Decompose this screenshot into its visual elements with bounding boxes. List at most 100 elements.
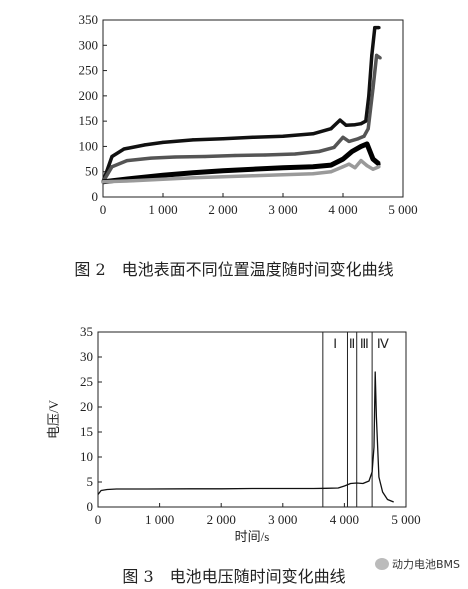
watermark: 动力电池BMS (374, 556, 460, 572)
data-point (338, 118, 342, 122)
figure-2-panel: 0 1 000 2 000 3 000 4 000 5 000 0 50 100 150 200 25… (79, 12, 418, 217)
data-point (375, 53, 379, 58)
x-tick-label: 0 (100, 202, 107, 217)
figure-3-panel: 0 1 000 2 000 3 000 4 000 5 000 0 5 10 15 20 25 30 35… (0, 310, 468, 589)
data-point (293, 152, 297, 156)
data-point (110, 165, 114, 169)
plot-frame (102, 19, 404, 198)
data-point (281, 134, 285, 138)
y-tick-label: 100 (79, 138, 99, 153)
data-point (367, 94, 371, 98)
region-label: Ⅰ (333, 336, 337, 351)
x-tick-label: 5 000 (388, 202, 417, 217)
data-point (359, 122, 363, 126)
y-tick-label: 150 (79, 113, 99, 128)
data-point (233, 153, 237, 158)
data-point (281, 173, 285, 177)
x-tick-label: 2 000 (208, 202, 237, 217)
figure-2-caption: 图 2 电池表面不同位置温度随时间变化曲线 (74, 260, 394, 279)
figure-3-caption: 图 3 电池电压随时间变化曲线 (122, 567, 346, 586)
data-point (341, 135, 345, 139)
data-point (377, 165, 381, 169)
y-tick-label: 10 (80, 449, 93, 464)
region-label: Ⅳ (377, 336, 389, 351)
x-tick-label: 5 000 (391, 512, 420, 527)
data-point (329, 163, 333, 167)
y-tick-label: 0 (92, 189, 99, 204)
data-point (317, 149, 321, 154)
x-tick-label: 1 000 (145, 512, 174, 527)
x-tick-label: 3 000 (268, 512, 297, 527)
data-point (366, 127, 370, 131)
data-point (191, 138, 195, 142)
data-point (344, 123, 348, 127)
y-tick-label: 0 (87, 499, 94, 514)
y-tick-label: 35 (80, 324, 93, 339)
data-point (131, 179, 135, 183)
y-tick-label: 15 (80, 424, 93, 439)
data-point (347, 139, 351, 143)
data-point (371, 157, 375, 161)
data-point (263, 153, 267, 157)
temperature-chart: 0 1 000 2 000 3 000 4 000 5 000 0 50 100 150 200 25… (79, 12, 418, 217)
y-tick-label: 50 (85, 164, 98, 179)
data-point (365, 164, 369, 168)
data-point (221, 169, 225, 173)
x-tick-label: 0 (95, 512, 102, 527)
data-point (311, 172, 315, 176)
y-tick-label: 25 (80, 374, 93, 389)
data-point (347, 162, 351, 166)
y-tick-label: 30 (80, 349, 93, 364)
y-tick-label: 20 (80, 399, 93, 414)
data-point (101, 180, 105, 184)
data-point (281, 166, 285, 170)
data-point (364, 119, 368, 123)
y-axis-title: 电压/V (46, 399, 61, 439)
data-point (251, 174, 255, 178)
data-point (311, 165, 315, 169)
data-point (143, 143, 147, 147)
y-tick-label: 250 (79, 63, 99, 78)
data-point (371, 86, 375, 90)
x-tick-label: 4 000 (328, 202, 357, 217)
data-point (371, 167, 375, 171)
data-point (203, 154, 207, 159)
y-tick-label: 5 (87, 474, 94, 489)
x-tick-label: 4 000 (330, 512, 359, 527)
data-point (341, 165, 345, 169)
data-point (329, 170, 333, 174)
series-line-4 (102, 158, 380, 184)
data-point (356, 137, 360, 141)
data-point (341, 157, 345, 161)
data-point (122, 147, 126, 151)
data-point (191, 171, 195, 175)
data-point (251, 135, 255, 139)
watermark-text: 动力电池BMS (391, 558, 460, 571)
data-point (359, 158, 363, 163)
plot-frame (97, 331, 407, 508)
data-point (332, 145, 336, 150)
data-point (221, 137, 225, 141)
data-point (110, 154, 114, 159)
data-point (221, 175, 225, 179)
data-point (149, 156, 153, 160)
y-tick-label: 200 (79, 88, 99, 103)
series-line-1 (101, 25, 379, 183)
y-tick-label: 350 (79, 12, 99, 27)
data-point (125, 158, 129, 163)
x-tick-label: 2 000 (207, 512, 236, 527)
data-point (353, 166, 357, 170)
data-point (353, 123, 357, 127)
data-point (362, 134, 366, 138)
voltage-chart: 0 1 000 2 000 3 000 4 000 5 000 0 5 10 15 20 25 30 35… (46, 324, 421, 544)
x-axis-title: 时间/s (235, 529, 270, 544)
x-tick-label: 1 000 (148, 202, 177, 217)
x-tick-label: 3 000 (268, 202, 297, 217)
data-point (329, 127, 333, 131)
region-label: Ⅱ (349, 336, 355, 351)
data-point (373, 25, 377, 30)
data-point (161, 173, 165, 177)
data-point (191, 176, 195, 180)
data-point (377, 162, 381, 166)
data-point (251, 167, 255, 171)
